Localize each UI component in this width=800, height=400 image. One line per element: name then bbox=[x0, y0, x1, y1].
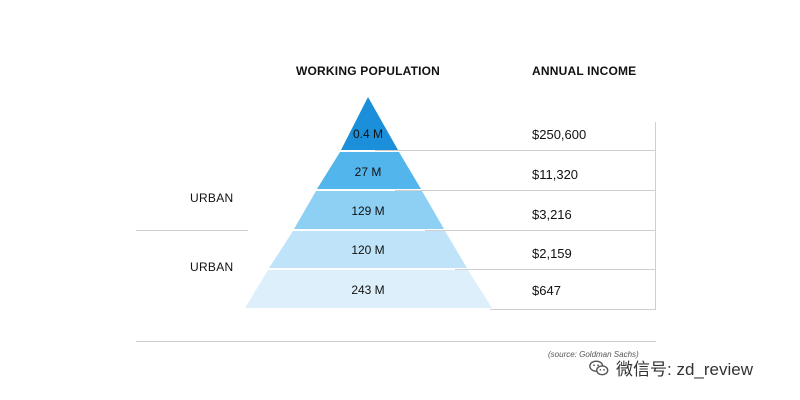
divider-left bbox=[136, 230, 248, 231]
pyramid-tier-4 bbox=[269, 231, 467, 268]
income-tier-1: $250,600 bbox=[532, 127, 587, 142]
row-line-2 bbox=[395, 190, 655, 191]
income-tier-2: $11,320 bbox=[532, 167, 579, 182]
annual-income-header: ANNUAL INCOME bbox=[532, 64, 637, 78]
pyramid-tier-5 bbox=[245, 270, 492, 308]
row-line-3 bbox=[425, 230, 655, 231]
income-tier-5: $647 bbox=[532, 283, 561, 298]
watermark-text: 微信号: zd_review bbox=[616, 360, 753, 379]
row-line-4 bbox=[455, 269, 655, 270]
wechat-icon bbox=[589, 359, 609, 375]
pyramid-tier-2 bbox=[317, 152, 421, 189]
source-note: (source: Goldman Sachs) bbox=[548, 350, 639, 359]
tier-4-population: 120 M bbox=[351, 243, 384, 257]
side-label-urban-bottom: URBAN bbox=[190, 260, 234, 274]
side-label-urban-top: URBAN bbox=[190, 191, 234, 205]
income-column-rule bbox=[655, 122, 656, 310]
pyramid-tier-1 bbox=[341, 97, 398, 150]
row-line-1 bbox=[375, 150, 655, 151]
row-line-5 bbox=[490, 309, 655, 310]
tier-5-population: 243 M bbox=[351, 283, 384, 297]
pyramid-tier-3 bbox=[294, 191, 444, 229]
tier-1-population: 0.4 M bbox=[353, 127, 383, 141]
income-tier-3: $3,216 bbox=[532, 207, 572, 222]
working-population-header: WORKING POPULATION bbox=[296, 64, 441, 78]
income-tier-4: $2,159 bbox=[532, 246, 572, 261]
watermark: 微信号: zd_review bbox=[588, 355, 753, 380]
tier-3-population: 129 M bbox=[351, 204, 384, 218]
tier-2-population: 27 M bbox=[355, 165, 382, 179]
divider-bottom bbox=[136, 341, 656, 342]
